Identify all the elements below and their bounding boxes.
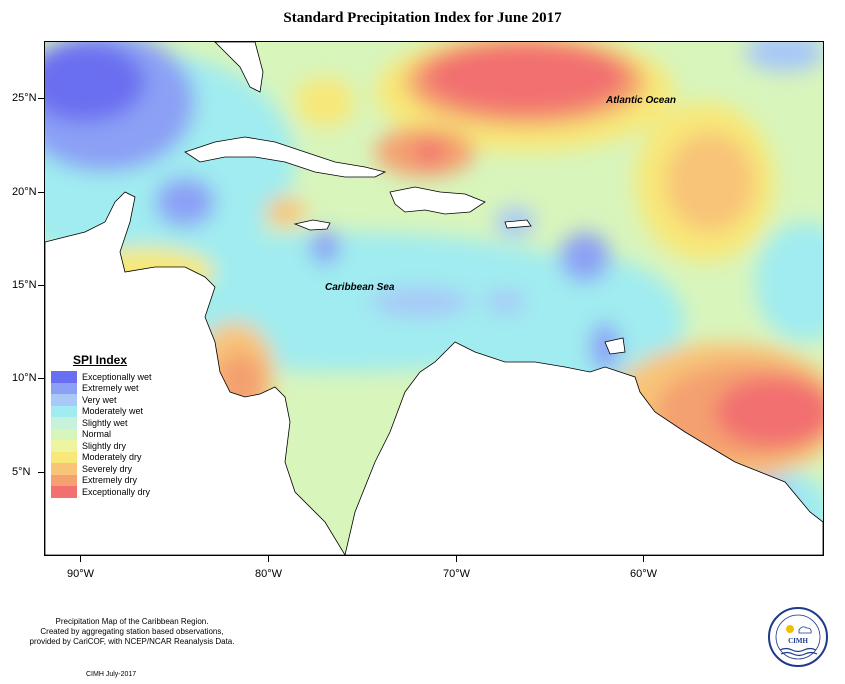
legend-item: Extremely dry bbox=[51, 474, 161, 486]
legend-swatch bbox=[51, 382, 77, 394]
lat-tick bbox=[38, 98, 44, 99]
lat-label-20n: 20°N bbox=[12, 186, 37, 198]
lat-label-10n: 10°N bbox=[12, 372, 37, 384]
legend-label: Slightly dry bbox=[82, 440, 127, 451]
legend-swatch bbox=[51, 463, 77, 475]
land bbox=[45, 42, 823, 555]
legend-item: Normal bbox=[51, 428, 161, 440]
lat-label-15n: 15°N bbox=[12, 279, 37, 291]
lat-tick bbox=[38, 285, 44, 286]
lon-tick bbox=[80, 556, 81, 562]
footer-line: Precipitation Map of the Caribbean Regio… bbox=[55, 617, 209, 626]
legend-item: Moderately dry bbox=[51, 451, 161, 463]
spi-legend: SPI Index Exceptionally wet Extremely wet… bbox=[51, 353, 161, 498]
lon-tick bbox=[456, 556, 457, 562]
legend-swatch bbox=[51, 405, 77, 417]
legend-swatch bbox=[51, 394, 77, 406]
legend-swatch bbox=[51, 474, 77, 486]
legend-swatch bbox=[51, 486, 77, 498]
legend-label: Severely dry bbox=[82, 463, 133, 474]
legend-swatch bbox=[51, 371, 77, 383]
lon-label-70w: 70°W bbox=[443, 568, 471, 580]
legend-item: Severely dry bbox=[51, 463, 161, 475]
footer-date: CIMH July-2017 bbox=[86, 671, 137, 678]
legend-item: Slightly dry bbox=[51, 440, 161, 452]
cimh-logo: CIMH bbox=[768, 607, 828, 667]
footer-notes: Precipitation Map of the Caribbean Regio… bbox=[12, 617, 252, 647]
lon-tick bbox=[268, 556, 269, 562]
footer-line: provided by CariCOF, with NCEP/NCAR Rean… bbox=[29, 637, 235, 646]
lat-tick bbox=[38, 378, 44, 379]
legend-item: Extremely wet bbox=[51, 382, 161, 394]
legend-label: Moderately wet bbox=[82, 406, 144, 417]
legend-label: Exceptionally dry bbox=[82, 486, 151, 497]
footer-line: Created by aggregating station based obs… bbox=[40, 627, 224, 636]
cloud-icon bbox=[798, 626, 812, 634]
legend-swatch bbox=[51, 451, 77, 463]
lon-label-80w: 80°W bbox=[255, 568, 283, 580]
caribbean-sea-label: Caribbean Sea bbox=[325, 282, 395, 293]
lat-tick bbox=[38, 472, 44, 473]
legend-label: Slightly wet bbox=[82, 417, 128, 428]
legend-label: Extremely wet bbox=[82, 383, 139, 394]
legend-label: Extremely dry bbox=[82, 475, 138, 486]
lon-label-90w: 90°W bbox=[67, 568, 95, 580]
sun-icon bbox=[786, 625, 794, 633]
legend-title: SPI Index bbox=[73, 353, 128, 367]
legend-rows: Exceptionally wet Extremely wet Very wet Mo… bbox=[51, 371, 161, 498]
legend-label: Exceptionally wet bbox=[82, 371, 152, 382]
legend-item: Exceptionally dry bbox=[51, 486, 161, 498]
lat-label-25n: 25°N bbox=[12, 92, 37, 104]
lon-tick bbox=[643, 556, 644, 562]
legend-item: Moderately wet bbox=[51, 405, 161, 417]
legend-label: Normal bbox=[82, 429, 112, 440]
spi-map bbox=[44, 41, 824, 556]
logo-text: CIMH bbox=[788, 637, 808, 645]
legend-item: Very wet bbox=[51, 394, 161, 406]
legend-swatch bbox=[51, 428, 77, 440]
legend-label: Very wet bbox=[82, 394, 117, 405]
legend-label: Moderately dry bbox=[82, 452, 142, 463]
map-title: Standard Precipitation Index for June 20… bbox=[283, 10, 562, 26]
legend-item: Exceptionally wet bbox=[51, 371, 161, 383]
legend-swatch bbox=[51, 417, 77, 429]
atlantic-ocean-label: Atlantic Ocean bbox=[606, 95, 677, 106]
lon-label-60w: 60°W bbox=[630, 568, 658, 580]
lat-tick bbox=[38, 192, 44, 193]
legend-swatch bbox=[51, 440, 77, 452]
lat-label-5n: 5°N bbox=[12, 466, 31, 478]
legend-item: Slightly wet bbox=[51, 417, 161, 429]
